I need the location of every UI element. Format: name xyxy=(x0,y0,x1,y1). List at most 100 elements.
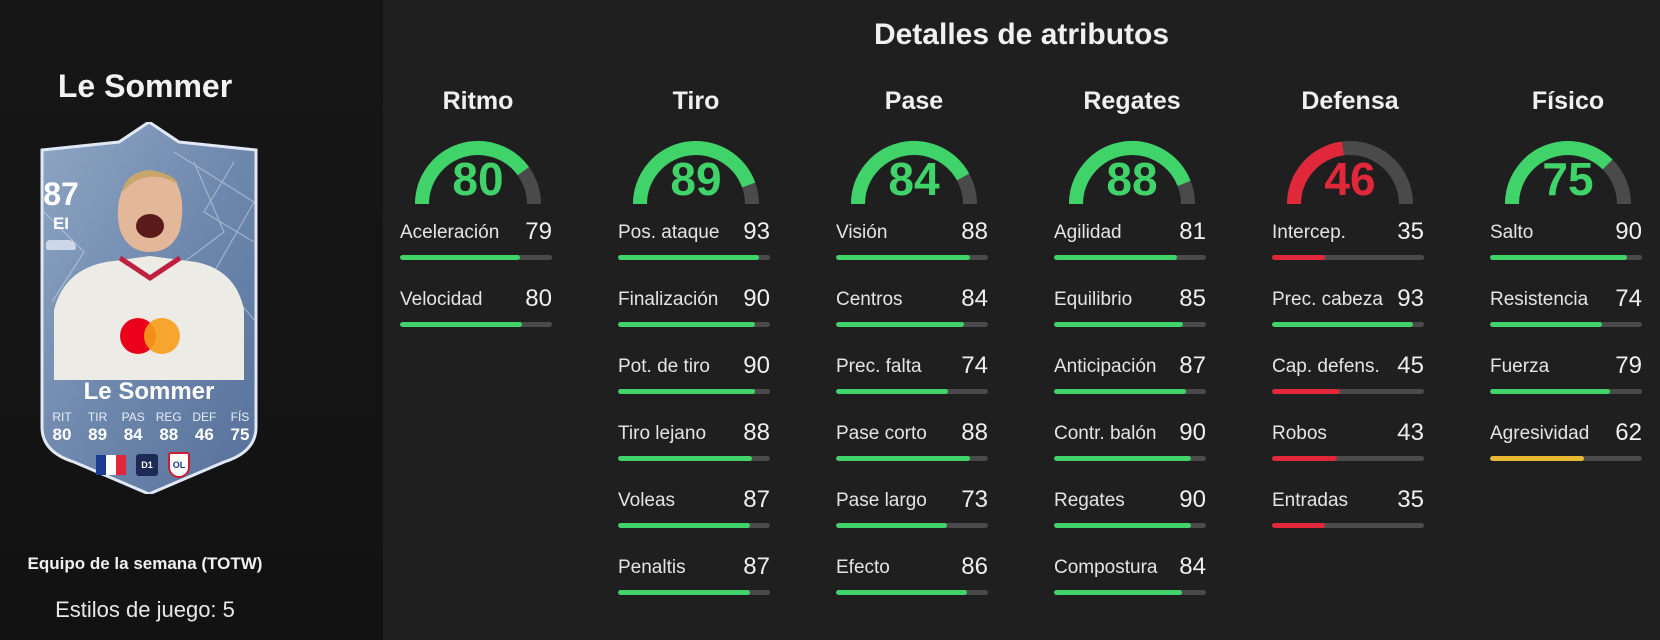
attribute-name: Prec. cabeza xyxy=(1272,289,1383,310)
attribute-name: Pase corto xyxy=(836,423,927,444)
category-name: Ritmo xyxy=(442,87,514,115)
attribute-list: Visión 88 Centros 84 Prec. falta 74 Pase corto… xyxy=(830,218,998,624)
attribute-bar-fill xyxy=(836,389,949,394)
attribute-bar xyxy=(1272,389,1424,394)
player-photo xyxy=(54,170,244,380)
card-stat: DEF 46 xyxy=(188,410,220,445)
attribute-name: Cap. defens. xyxy=(1272,356,1380,377)
attribute-name: Penaltis xyxy=(618,557,686,578)
attribute-bar xyxy=(1272,255,1424,260)
attribute-value: 90 xyxy=(1179,486,1206,513)
attribute-name: Pase largo xyxy=(836,490,927,511)
attribute-name: Fuerza xyxy=(1490,356,1550,377)
attribute-row: Voleas 87 xyxy=(612,486,780,557)
attribute-row: Entradas 35 xyxy=(1266,486,1434,557)
category-column: Regates 88 Agilidad 81 Equilibrio 85 Anticipa… xyxy=(1048,84,1216,624)
attribute-bar xyxy=(1490,255,1642,260)
attribute-bar xyxy=(836,322,988,327)
attribute-bar-fill xyxy=(618,456,752,461)
gauge-arc xyxy=(415,141,541,204)
attribute-row: Tiro lejano 88 xyxy=(612,419,780,490)
attribute-name: Agresividad xyxy=(1490,423,1590,444)
attribute-bar-fill xyxy=(1054,523,1191,528)
attribute-bar xyxy=(1054,389,1206,394)
attribute-name: Equilibrio xyxy=(1054,289,1133,310)
category-name: Regates xyxy=(1083,87,1181,115)
attribute-name: Anticipación xyxy=(1054,356,1157,377)
attribute-value: 87 xyxy=(743,553,770,580)
category-name: Físico xyxy=(1531,87,1605,115)
attribute-bar xyxy=(1272,456,1424,461)
attribute-list: Intercep. 35 Prec. cabeza 93 Cap. defens. 45 R… xyxy=(1266,218,1434,557)
attribute-bar-fill xyxy=(618,322,755,327)
attribute-bar xyxy=(618,590,770,595)
attribute-name: Intercep. xyxy=(1272,222,1346,243)
player-card[interactable]: 87 EI Le Sommer RIT 80 TIR 89 PAS 84 REG… xyxy=(24,122,274,494)
attribute-bar-fill xyxy=(618,523,751,528)
card-stat-value: 89 xyxy=(88,425,108,444)
attribute-bar xyxy=(400,255,552,260)
card-stat-label: REG xyxy=(155,410,182,424)
category-column: Pase 84 Visión 88 Centros 84 Prec. falta 74 Pas… xyxy=(830,84,998,624)
card-rating: 87 xyxy=(43,176,79,212)
attribute-name: Prec. falta xyxy=(836,356,922,377)
card-stat-label: RIT xyxy=(52,410,72,424)
attribute-bar-fill xyxy=(1272,255,1326,260)
attribute-name: Contr. balón xyxy=(1054,423,1157,444)
attribute-name: Salto xyxy=(1490,222,1534,243)
card-position: EI xyxy=(52,214,70,233)
attribute-bar xyxy=(1054,255,1206,260)
attribute-list: Agilidad 81 Equilibrio 85 Anticipación 87 Cont… xyxy=(1048,218,1216,624)
player-panel: Le Sommer xyxy=(0,0,383,640)
page-title: Detalles de atributos xyxy=(873,18,1170,51)
attribute-value: 79 xyxy=(525,218,552,245)
card-stat-value: 80 xyxy=(52,425,72,444)
attribute-bar xyxy=(618,523,770,528)
attribute-bar-fill xyxy=(1490,322,1603,327)
attribute-bar xyxy=(1054,322,1206,327)
attribute-name: Tiro lejano xyxy=(618,423,707,444)
card-stat-label: PAS xyxy=(121,410,145,424)
playstyles-label[interactable]: Estilos de juego: 5 xyxy=(55,597,235,622)
attribute-row: Contr. balón 90 xyxy=(1048,419,1216,490)
attribute-bar-fill xyxy=(836,322,964,327)
attribute-row: Prec. cabeza 93 xyxy=(1266,285,1434,356)
attribute-row: Robos 43 xyxy=(1266,419,1434,490)
card-stat: TIR 89 xyxy=(82,410,114,445)
attribute-value: 88 xyxy=(961,419,988,446)
category-column: Tiro 89 Pos. ataque 93 Finalización 90 Pot. d… xyxy=(612,84,780,624)
attribute-value: 90 xyxy=(1179,419,1206,446)
attribute-bar-fill xyxy=(400,255,521,260)
club-badge-icon: OL xyxy=(168,452,190,478)
attribute-value: 90 xyxy=(743,352,770,379)
card-stat: PAS 84 xyxy=(117,410,149,445)
attribute-bar xyxy=(618,322,770,327)
attribute-value: 84 xyxy=(1179,553,1206,580)
attribute-bar-fill xyxy=(1054,322,1184,327)
attribute-bar-fill xyxy=(1054,255,1178,260)
attribute-value: 35 xyxy=(1397,218,1424,245)
attribute-value: 35 xyxy=(1397,486,1424,513)
attribute-bar-fill xyxy=(1490,389,1611,394)
attribute-row: Intercep. 35 xyxy=(1266,218,1434,289)
attribute-bar xyxy=(618,255,770,260)
attribute-value: 74 xyxy=(961,352,988,379)
attribute-list: Salto 90 Resistencia 74 Fuerza 79 Agresividad 6… xyxy=(1484,218,1652,490)
attribute-bar-fill xyxy=(836,523,947,528)
card-stat-label: FÍS xyxy=(230,410,250,424)
attribute-value: 93 xyxy=(743,218,770,245)
attribute-name: Robos xyxy=(1272,423,1327,444)
card-stats: RIT 80 TIR 89 PAS 84 REG 88 DEF 46 FÍS 7… xyxy=(46,410,256,445)
card-player-name: Le Sommer xyxy=(83,378,215,405)
attribute-row: Agilidad 81 xyxy=(1048,218,1216,289)
attribute-row: Penaltis 87 xyxy=(612,553,780,624)
attribute-bar-fill xyxy=(1054,590,1182,595)
attribute-row: Agresividad 62 xyxy=(1484,419,1652,490)
attribute-value: 88 xyxy=(743,419,770,446)
boot-icon xyxy=(46,240,76,250)
category-name: Pase xyxy=(884,87,944,115)
attribute-row: Aceleración 79 xyxy=(394,218,562,289)
attribute-value: 62 xyxy=(1615,419,1642,446)
attribute-bar-fill xyxy=(836,590,967,595)
attribute-value: 45 xyxy=(1397,352,1424,379)
